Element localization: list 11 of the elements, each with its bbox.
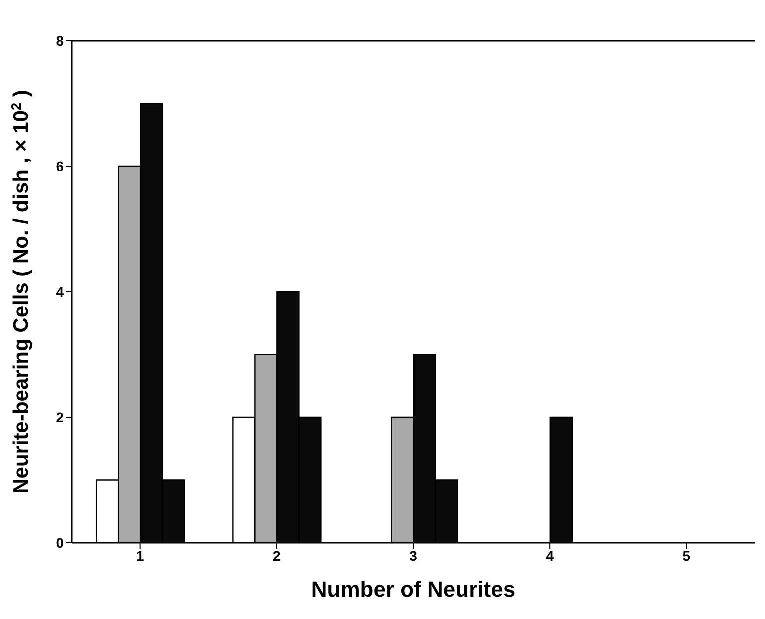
y-tick-label: 8 [56, 32, 64, 49]
x-tick-label: 2 [273, 548, 281, 564]
x-tick-label: 5 [682, 548, 691, 564]
y-tick-label: 2 [56, 409, 64, 426]
y-tick-label: 6 [56, 158, 64, 174]
x-tick-label: 3 [410, 548, 418, 564]
y-tick-label: 0 [56, 534, 64, 551]
x-tick-label: 4 [546, 548, 554, 564]
x-tick-label: 1 [136, 548, 144, 564]
y-tick-label: 4 [56, 284, 64, 300]
x-axis-title: Number of Neurites [311, 577, 516, 602]
